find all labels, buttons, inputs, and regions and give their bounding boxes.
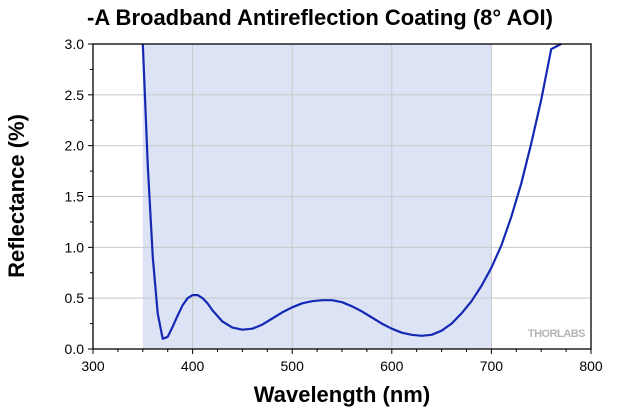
x-tick-label: 300: [81, 358, 105, 374]
x-tick-label: 800: [579, 358, 603, 374]
y-tick-label: 0.0: [65, 341, 85, 357]
plot-frame: [92, 43, 592, 350]
y-tick-label: 3.0: [65, 36, 85, 52]
reflectance-curve: [141, 43, 562, 340]
x-tick-label: 400: [181, 358, 205, 374]
y-tick-label: 0.5: [65, 290, 85, 306]
x-tick-label: 700: [480, 358, 504, 374]
chart-title: -A Broadband Antireflection Coating (8° …: [87, 5, 553, 30]
x-axis-label: Wavelength (nm): [253, 382, 431, 407]
y-tick-label: 2.5: [65, 87, 85, 103]
x-tick-label: 500: [281, 358, 305, 374]
grid: [93, 44, 591, 349]
x-tick-label: 600: [380, 358, 404, 374]
thorlabs-watermark: THORLABS: [528, 328, 585, 340]
y-tick-label: 1.5: [65, 189, 85, 205]
y-tick-label: 2.0: [65, 138, 85, 154]
y-tick-label: 1.0: [65, 239, 85, 255]
y-axis-ticks: 0.0 0.5 1.0 1.5 2.0 2.5 3.0: [65, 36, 93, 357]
x-axis-ticks: 300 400 500 600 700 800: [81, 349, 603, 374]
